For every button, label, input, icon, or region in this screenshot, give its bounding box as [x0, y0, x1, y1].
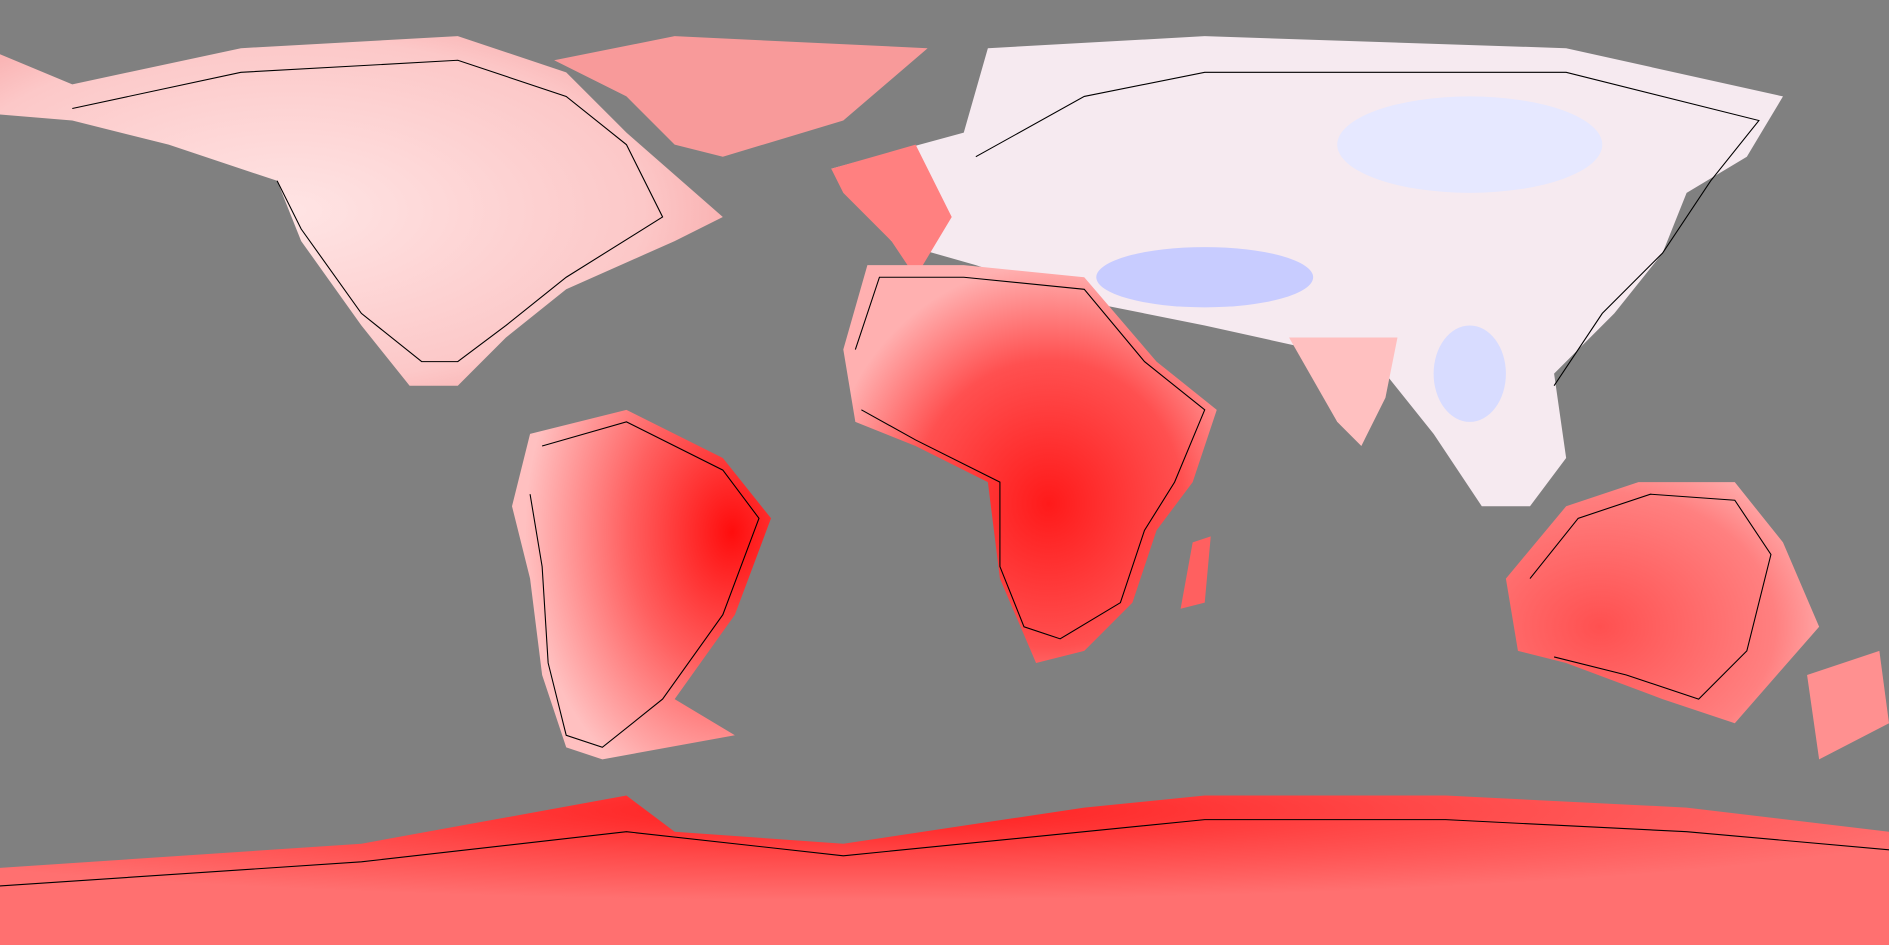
coastline — [1529, 493, 1772, 700]
cold-anomaly — [1096, 247, 1314, 308]
coastline — [0, 819, 1889, 887]
coastline — [854, 276, 1206, 640]
south-america — [512, 409, 772, 760]
australia — [1505, 482, 1820, 724]
india — [1289, 337, 1398, 446]
north-america — [0, 36, 723, 386]
western-europe — [831, 144, 952, 278]
land — [0, 36, 1889, 945]
new-zealand — [1807, 650, 1889, 760]
cold-anomaly — [1433, 325, 1506, 422]
coastlines — [0, 59, 1889, 887]
coastline — [72, 59, 664, 363]
greenland — [554, 36, 928, 157]
antarctica — [0, 795, 1889, 945]
cold-anomaly — [1337, 96, 1603, 193]
coastline — [975, 71, 1760, 387]
madagascar — [1180, 536, 1211, 609]
coastline — [529, 421, 760, 748]
africa — [843, 265, 1217, 663]
